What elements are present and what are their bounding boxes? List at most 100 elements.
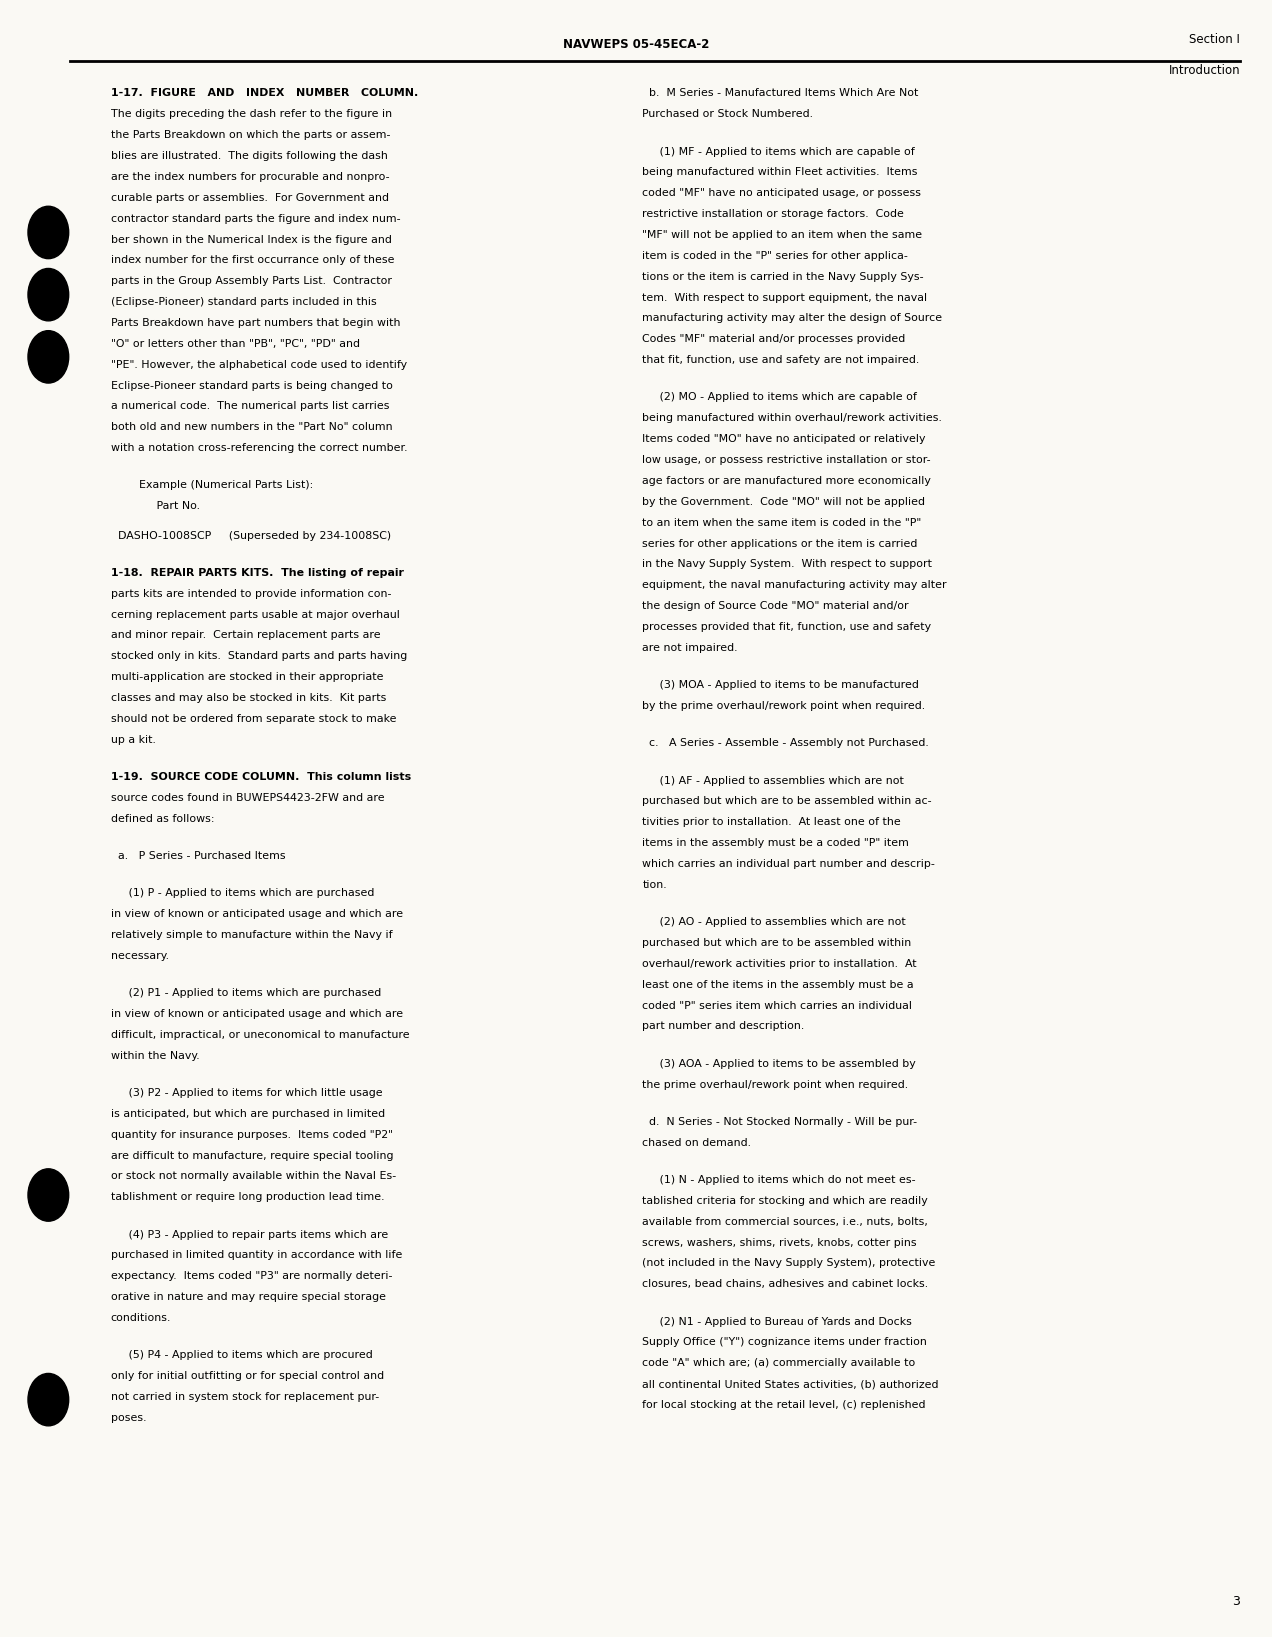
- Circle shape: [28, 268, 69, 321]
- Text: and minor repair.  Certain replacement parts are: and minor repair. Certain replacement pa…: [111, 630, 380, 640]
- Text: (1) MF - Applied to items which are capable of: (1) MF - Applied to items which are capa…: [642, 147, 915, 157]
- Circle shape: [28, 206, 69, 259]
- Text: (2) P1 - Applied to items which are purchased: (2) P1 - Applied to items which are purc…: [111, 989, 380, 999]
- Text: cerning replacement parts usable at major overhaul: cerning replacement parts usable at majo…: [111, 609, 399, 619]
- Text: coded "MF" have no anticipated usage, or possess: coded "MF" have no anticipated usage, or…: [642, 188, 921, 198]
- Text: "O" or letters other than "PB", "PC", "PD" and: "O" or letters other than "PB", "PC", "P…: [111, 339, 360, 349]
- Text: contractor standard parts the figure and index num-: contractor standard parts the figure and…: [111, 214, 401, 224]
- Text: 1-19.  SOURCE CODE COLUMN.  This column lists: 1-19. SOURCE CODE COLUMN. This column li…: [111, 773, 411, 782]
- Text: "PE". However, the alphabetical code used to identify: "PE". However, the alphabetical code use…: [111, 360, 407, 370]
- Text: purchased in limited quantity in accordance with life: purchased in limited quantity in accorda…: [111, 1251, 402, 1260]
- Text: DASHO-1008SCP     (Superseded by 234-1008SC): DASHO-1008SCP (Superseded by 234-1008SC): [111, 530, 391, 540]
- Text: Items coded "MO" have no anticipated or relatively: Items coded "MO" have no anticipated or …: [642, 434, 926, 444]
- Text: or stock not normally available within the Naval Es-: or stock not normally available within t…: [111, 1172, 396, 1182]
- Text: should not be ordered from separate stock to make: should not be ordered from separate stoc…: [111, 714, 396, 724]
- Text: "MF" will not be applied to an item when the same: "MF" will not be applied to an item when…: [642, 231, 922, 241]
- Text: orative in nature and may require special storage: orative in nature and may require specia…: [111, 1292, 385, 1301]
- Text: source codes found in BUWEPS4423-2FW and are: source codes found in BUWEPS4423-2FW and…: [111, 792, 384, 802]
- Text: that fit, function, use and safety are not impaired.: that fit, function, use and safety are n…: [642, 355, 920, 365]
- Text: relatively simple to manufacture within the Navy if: relatively simple to manufacture within …: [111, 930, 392, 940]
- Text: purchased but which are to be assembled within ac-: purchased but which are to be assembled …: [642, 797, 932, 807]
- Text: Example (Numerical Parts List):: Example (Numerical Parts List):: [111, 481, 313, 491]
- Text: (2) N1 - Applied to Bureau of Yards and Docks: (2) N1 - Applied to Bureau of Yards and …: [642, 1316, 912, 1326]
- Text: NAVWEPS 05-45ECA-2: NAVWEPS 05-45ECA-2: [562, 38, 710, 51]
- Text: for local stocking at the retail level, (c) replenished: for local stocking at the retail level, …: [642, 1400, 926, 1409]
- Text: least one of the items in the assembly must be a: least one of the items in the assembly m…: [642, 981, 915, 990]
- Text: Codes "MF" material and/or processes provided: Codes "MF" material and/or processes pro…: [642, 334, 906, 344]
- Text: the Parts Breakdown on which the parts or assem-: the Parts Breakdown on which the parts o…: [111, 131, 391, 141]
- Text: (1) P - Applied to items which are purchased: (1) P - Applied to items which are purch…: [111, 889, 374, 899]
- Text: processes provided that fit, function, use and safety: processes provided that fit, function, u…: [642, 622, 931, 632]
- Text: screws, washers, shims, rivets, knobs, cotter pins: screws, washers, shims, rivets, knobs, c…: [642, 1238, 917, 1247]
- Text: difficult, impractical, or uneconomical to manufacture: difficult, impractical, or uneconomical …: [111, 1030, 410, 1039]
- Text: by the prime overhaul/rework point when required.: by the prime overhaul/rework point when …: [642, 701, 926, 710]
- Text: d.  N Series - Not Stocked Normally - Will be pur-: d. N Series - Not Stocked Normally - Wil…: [642, 1116, 917, 1126]
- Text: (not included in the Navy Supply System), protective: (not included in the Navy Supply System)…: [642, 1259, 936, 1269]
- Text: with a notation cross-referencing the correct number.: with a notation cross-referencing the co…: [111, 444, 407, 453]
- Text: c.   A Series - Assemble - Assembly not Purchased.: c. A Series - Assemble - Assembly not Pu…: [642, 738, 929, 748]
- Text: the prime overhaul/rework point when required.: the prime overhaul/rework point when req…: [642, 1080, 908, 1090]
- Text: series for other applications or the item is carried: series for other applications or the ite…: [642, 539, 917, 548]
- Text: low usage, or possess restrictive installation or stor-: low usage, or possess restrictive instal…: [642, 455, 931, 465]
- Text: age factors or are manufactured more economically: age factors or are manufactured more eco…: [642, 476, 931, 486]
- Text: being manufactured within Fleet activities.  Items: being manufactured within Fleet activiti…: [642, 167, 918, 177]
- Text: (3) MOA - Applied to items to be manufactured: (3) MOA - Applied to items to be manufac…: [642, 681, 920, 691]
- Text: poses.: poses.: [111, 1413, 146, 1423]
- Text: (2) MO - Applied to items which are capable of: (2) MO - Applied to items which are capa…: [642, 393, 917, 403]
- Text: ber shown in the Numerical Index is the figure and: ber shown in the Numerical Index is the …: [111, 234, 392, 244]
- Text: manufacturing activity may alter the design of Source: manufacturing activity may alter the des…: [642, 314, 943, 324]
- Text: (3) AOA - Applied to items to be assembled by: (3) AOA - Applied to items to be assembl…: [642, 1059, 916, 1069]
- Text: chased on demand.: chased on demand.: [642, 1138, 752, 1148]
- Text: Eclipse-Pioneer standard parts is being changed to: Eclipse-Pioneer standard parts is being …: [111, 381, 393, 391]
- Text: 1-18.  REPAIR PARTS KITS.  The listing of repair: 1-18. REPAIR PARTS KITS. The listing of …: [111, 568, 403, 578]
- Text: all continental United States activities, (b) authorized: all continental United States activities…: [642, 1380, 939, 1390]
- Text: classes and may also be stocked in kits.  Kit parts: classes and may also be stocked in kits.…: [111, 692, 385, 702]
- Text: up a kit.: up a kit.: [111, 735, 155, 745]
- Text: defined as follows:: defined as follows:: [111, 814, 214, 823]
- Text: Supply Office ("Y") cognizance items under fraction: Supply Office ("Y") cognizance items und…: [642, 1337, 927, 1347]
- Text: conditions.: conditions.: [111, 1313, 170, 1323]
- Text: (Eclipse-Pioneer) standard parts included in this: (Eclipse-Pioneer) standard parts include…: [111, 298, 377, 308]
- Text: Section I: Section I: [1189, 33, 1240, 46]
- Text: restrictive installation or storage factors.  Code: restrictive installation or storage fact…: [642, 210, 904, 219]
- Text: is anticipated, but which are purchased in limited: is anticipated, but which are purchased …: [111, 1108, 385, 1118]
- Text: in the Navy Supply System.  With respect to support: in the Navy Supply System. With respect …: [642, 560, 932, 570]
- Text: Parts Breakdown have part numbers that begin with: Parts Breakdown have part numbers that b…: [111, 318, 401, 327]
- Text: a numerical code.  The numerical parts list carries: a numerical code. The numerical parts li…: [111, 401, 389, 411]
- Text: items in the assembly must be a coded "P" item: items in the assembly must be a coded "P…: [642, 838, 909, 848]
- Text: (5) P4 - Applied to items which are procured: (5) P4 - Applied to items which are proc…: [111, 1351, 373, 1360]
- Text: by the Government.  Code "MO" will not be applied: by the Government. Code "MO" will not be…: [642, 498, 925, 507]
- Text: Purchased or Stock Numbered.: Purchased or Stock Numbered.: [642, 110, 813, 120]
- Text: (2) AO - Applied to assemblies which are not: (2) AO - Applied to assemblies which are…: [642, 917, 906, 927]
- Text: not carried in system stock for replacement pur-: not carried in system stock for replacem…: [111, 1391, 379, 1401]
- Text: (1) AF - Applied to assemblies which are not: (1) AF - Applied to assemblies which are…: [642, 776, 904, 786]
- Text: part number and description.: part number and description.: [642, 1021, 805, 1031]
- Text: equipment, the naval manufacturing activity may alter: equipment, the naval manufacturing activ…: [642, 581, 946, 591]
- Text: b.  M Series - Manufactured Items Which Are Not: b. M Series - Manufactured Items Which A…: [642, 88, 918, 98]
- Text: tivities prior to installation.  At least one of the: tivities prior to installation. At least…: [642, 817, 901, 827]
- Text: code "A" which are; (a) commercially available to: code "A" which are; (a) commercially ava…: [642, 1359, 916, 1369]
- Text: blies are illustrated.  The digits following the dash: blies are illustrated. The digits follow…: [111, 151, 388, 160]
- Circle shape: [28, 1373, 69, 1426]
- Text: index number for the first occurrance only of these: index number for the first occurrance on…: [111, 255, 394, 265]
- Text: The digits preceding the dash refer to the figure in: The digits preceding the dash refer to t…: [111, 110, 392, 120]
- Text: Part No.: Part No.: [111, 501, 200, 511]
- Text: quantity for insurance purposes.  Items coded "P2": quantity for insurance purposes. Items c…: [111, 1130, 393, 1139]
- Circle shape: [28, 1169, 69, 1221]
- Text: (4) P3 - Applied to repair parts items which are: (4) P3 - Applied to repair parts items w…: [111, 1229, 388, 1239]
- Text: tions or the item is carried in the Navy Supply Sys-: tions or the item is carried in the Navy…: [642, 272, 923, 282]
- Text: both old and new numbers in the "Part No" column: both old and new numbers in the "Part No…: [111, 422, 392, 432]
- Text: to an item when the same item is coded in the "P": to an item when the same item is coded i…: [642, 517, 922, 527]
- Text: 1-17.  FIGURE   AND   INDEX   NUMBER   COLUMN.: 1-17. FIGURE AND INDEX NUMBER COLUMN.: [111, 88, 418, 98]
- Text: coded "P" series item which carries an individual: coded "P" series item which carries an i…: [642, 1000, 912, 1010]
- Text: (3) P2 - Applied to items for which little usage: (3) P2 - Applied to items for which litt…: [111, 1089, 383, 1098]
- Text: tem.  With respect to support equipment, the naval: tem. With respect to support equipment, …: [642, 293, 927, 303]
- Text: tion.: tion.: [642, 881, 667, 891]
- Text: closures, bead chains, adhesives and cabinet locks.: closures, bead chains, adhesives and cab…: [642, 1280, 929, 1290]
- Text: a.   P Series - Purchased Items: a. P Series - Purchased Items: [111, 851, 285, 861]
- Text: tablished criteria for stocking and which are readily: tablished criteria for stocking and whic…: [642, 1197, 929, 1206]
- Text: within the Navy.: within the Navy.: [111, 1051, 200, 1061]
- Text: Introduction: Introduction: [1169, 64, 1240, 77]
- Text: overhaul/rework activities prior to installation.  At: overhaul/rework activities prior to inst…: [642, 959, 917, 969]
- Text: (1) N - Applied to items which do not meet es-: (1) N - Applied to items which do not me…: [642, 1175, 916, 1185]
